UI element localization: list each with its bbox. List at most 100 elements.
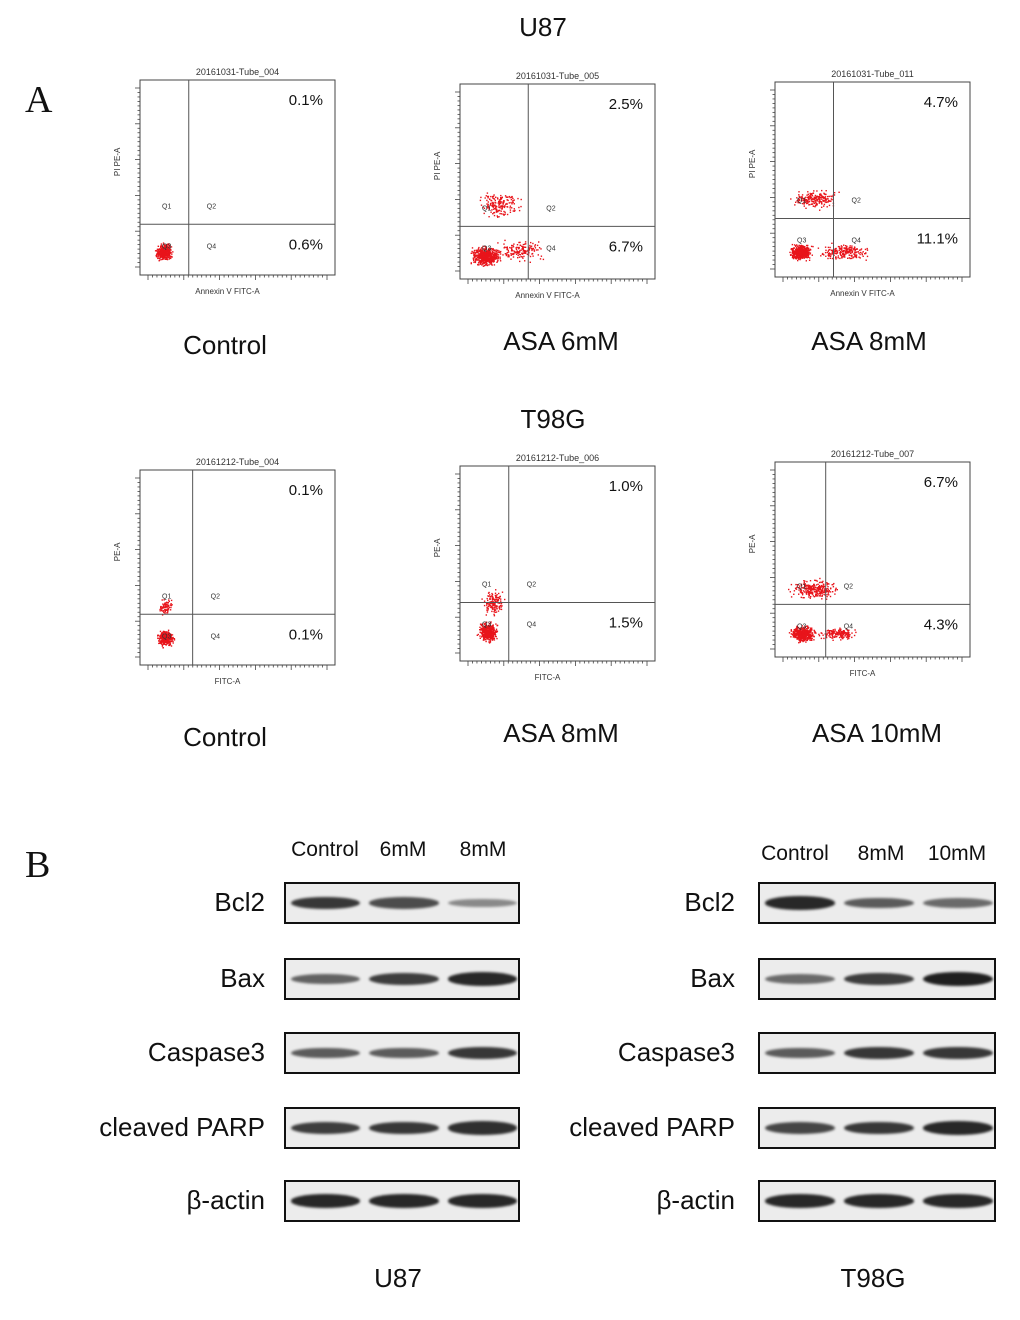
flow-plot-svg: 20161031-Tube_011 Q1 Q2 Q3 Q4 4.7% 11.1% Annexi…	[748, 69, 971, 298]
quadrant-label: Q2	[844, 583, 853, 590]
lane-label: Control	[761, 842, 829, 865]
panel-b-letter: B	[25, 844, 51, 886]
axis-ticks	[135, 87, 328, 280]
flow-plot: 20161031-Tube_011 Q1 Q2 Q3 Q4 4.7% 11.1% Annexi…	[745, 68, 975, 318]
tube-label: 20161031-Tube_005	[516, 71, 599, 81]
axis-ticks	[135, 477, 328, 670]
quadrant-label: Q1	[482, 582, 491, 589]
axis-ticks	[770, 89, 963, 282]
tube-label: 20161031-Tube_004	[196, 67, 279, 77]
quadrant-label: Q4	[527, 622, 536, 629]
caption: ASA 6mM	[503, 326, 619, 356]
y-axis-label: PE-A	[113, 542, 122, 561]
tube-label: 20161212-Tube_006	[516, 453, 599, 463]
axis-ticks	[455, 91, 648, 284]
quadrant-label: Q2	[527, 582, 536, 589]
quadrant-label: Q3	[797, 238, 806, 245]
y-axis-label: PE-A	[748, 534, 757, 553]
y-axis-label: PE-A	[433, 538, 442, 557]
bottom-label-t98g: T98G	[840, 1263, 906, 1293]
blot-band	[290, 1121, 360, 1135]
blot-band	[764, 1047, 835, 1059]
quadrant-label: Q4	[546, 245, 555, 252]
blot-band	[844, 897, 914, 909]
x-axis-label: FITC-A	[535, 673, 561, 682]
caption: Control	[183, 330, 267, 360]
flow-plot-svg: 20161031-Tube_004 Q1 Q2 Q3 Q4 0.1% 0.6% Annexin…	[113, 67, 336, 296]
blot-strip	[758, 1107, 996, 1149]
quadrant-label: Q3	[162, 633, 171, 640]
blot-band	[290, 1194, 360, 1208]
flow-plot: 20161212-Tube_007 Q1 Q2 Q3 Q4 6.7% 4.3% FITC-A P…	[745, 448, 975, 698]
quadrant-label: Q3	[482, 622, 491, 629]
quadrant-label: Q2	[546, 205, 555, 212]
caption: Control	[183, 722, 267, 752]
blot-strip	[758, 1032, 996, 1074]
blot-strip	[284, 958, 520, 1000]
scatter-dots	[789, 189, 869, 262]
tube-label: 20161031-Tube_011	[831, 69, 914, 79]
x-axis-label: FITC-A	[215, 677, 241, 686]
scatter-dots	[470, 192, 545, 267]
lower-right-percent: 0.1%	[289, 626, 323, 643]
quadrant-label: Q2	[852, 198, 861, 205]
plot-frame	[774, 81, 971, 278]
quadrant-label: Q4	[211, 633, 220, 640]
blot-band	[923, 1194, 994, 1208]
lane-label: 8mM	[857, 842, 905, 865]
quadrant-label: Q2	[207, 203, 216, 210]
blot-band	[369, 1121, 439, 1135]
blot-band	[448, 1046, 518, 1060]
lane-label: Control	[291, 838, 359, 861]
blot-strip	[758, 1180, 996, 1222]
blot-band	[844, 1121, 914, 1135]
blot-band	[290, 973, 360, 985]
blot-band	[369, 897, 439, 909]
quadrant-label: Q4	[207, 243, 216, 250]
lane-label: 10mM	[927, 842, 987, 865]
flow-plot: 20161212-Tube_006 Q1 Q2 Q3 Q4 1.0% 1.5% FITC-A P…	[430, 452, 660, 702]
group-title-t98g: T98G	[520, 404, 586, 434]
lower-right-percent: 1.5%	[609, 615, 643, 632]
blot-band	[923, 972, 994, 986]
lower-right-percent: 0.6%	[289, 236, 323, 253]
quadrant-label: Q1	[482, 205, 491, 212]
protein-label: cleaved PARP	[569, 1112, 735, 1142]
quadrant-label: Q1	[162, 203, 171, 210]
blot-band	[448, 972, 518, 986]
quadrant-label: Q1	[162, 593, 171, 600]
blot-strip	[758, 958, 996, 1000]
blot-strip	[284, 1107, 520, 1149]
scatter-dots	[157, 599, 176, 649]
group-title-u87: U87	[519, 12, 567, 42]
quadrant-label: Q2	[211, 593, 220, 600]
protein-label: cleaved PARP	[99, 1112, 265, 1142]
blot-band	[923, 1046, 994, 1060]
upper-right-percent: 2.5%	[609, 96, 643, 113]
blot-band	[369, 1194, 439, 1208]
scatter-dots	[788, 577, 857, 644]
caption: ASA 10mM	[811, 718, 943, 748]
quadrant-label: Q3	[162, 243, 171, 250]
blot-band	[844, 972, 914, 986]
blot-band	[448, 1194, 518, 1208]
quadrant-label: Q4	[844, 623, 853, 630]
blot-band	[764, 1122, 835, 1134]
plot-frame	[139, 79, 336, 276]
quadrant-label: Q1	[797, 198, 806, 205]
flow-plot-svg: 20161212-Tube_007 Q1 Q2 Q3 Q4 6.7% 4.3% FITC-A P…	[748, 449, 971, 678]
flow-plot: 20161212-Tube_004 Q1 Q2 Q3 Q4 0.1% 0.1% FITC-A P…	[110, 456, 340, 706]
axis-ticks	[455, 473, 648, 666]
flow-plot-svg: 20161031-Tube_005 Q1 Q2 Q3 Q4 2.5% 6.7% Annexin…	[433, 71, 656, 300]
flow-plot-svg: 20161212-Tube_004 Q1 Q2 Q3 Q4 0.1% 0.1% FITC-A P…	[113, 457, 336, 686]
quadrant-label: Q4	[852, 238, 861, 245]
upper-right-percent: 4.7%	[924, 94, 958, 111]
blot-band	[448, 898, 518, 908]
blot-strip	[284, 882, 520, 924]
plot-frame	[459, 83, 656, 280]
upper-right-percent: 6.7%	[924, 474, 958, 491]
tube-label: 20161212-Tube_007	[831, 449, 914, 459]
lane-label: 6mM	[379, 838, 427, 861]
bottom-label-u87: U87	[374, 1263, 422, 1293]
blot-band	[369, 1047, 439, 1059]
